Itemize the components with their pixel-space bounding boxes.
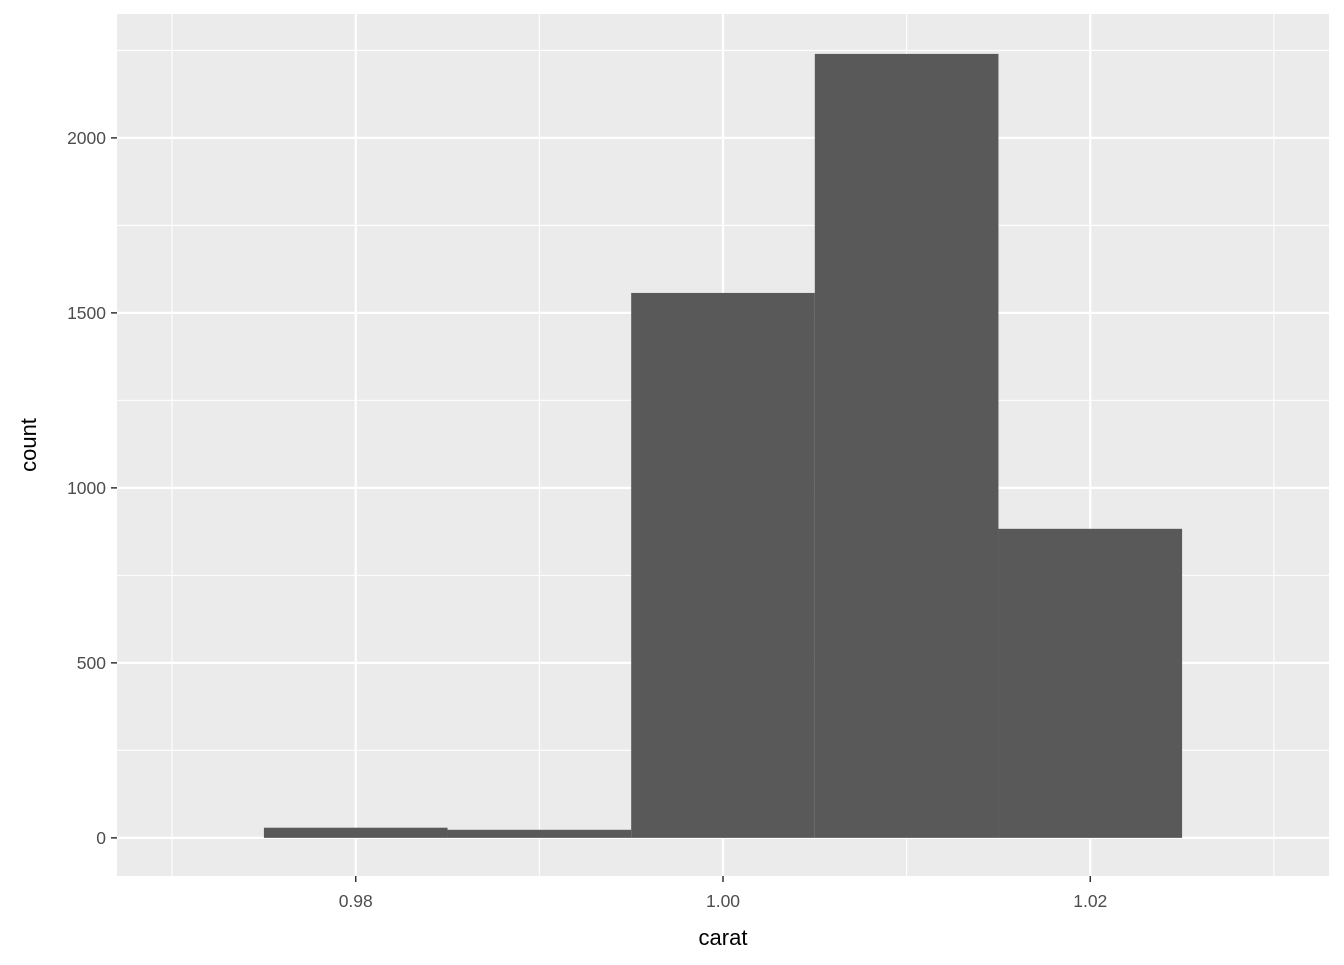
y-tick-label: 500 <box>77 653 106 673</box>
bars <box>263 53 1183 838</box>
axes: 0.98 1.00 1.02 0 500 1000 1500 2000 <box>67 128 1107 911</box>
histogram-bar <box>447 829 632 838</box>
y-tick-label: 2000 <box>67 128 106 148</box>
y-tick-label: 1000 <box>67 478 106 498</box>
y-tick-label: 0 <box>96 828 106 848</box>
histogram-bar <box>263 827 448 838</box>
x-axis-label: carat <box>699 925 748 950</box>
x-tick-label: 0.98 <box>339 891 373 911</box>
histogram-bar <box>814 53 999 838</box>
x-tick-label: 1.00 <box>706 891 740 911</box>
y-tick-label: 1500 <box>67 303 106 323</box>
histogram-bar <box>631 292 815 838</box>
histogram-bar <box>998 528 1183 838</box>
y-axis-label: count <box>16 418 41 472</box>
x-tick-label: 1.02 <box>1073 891 1107 911</box>
